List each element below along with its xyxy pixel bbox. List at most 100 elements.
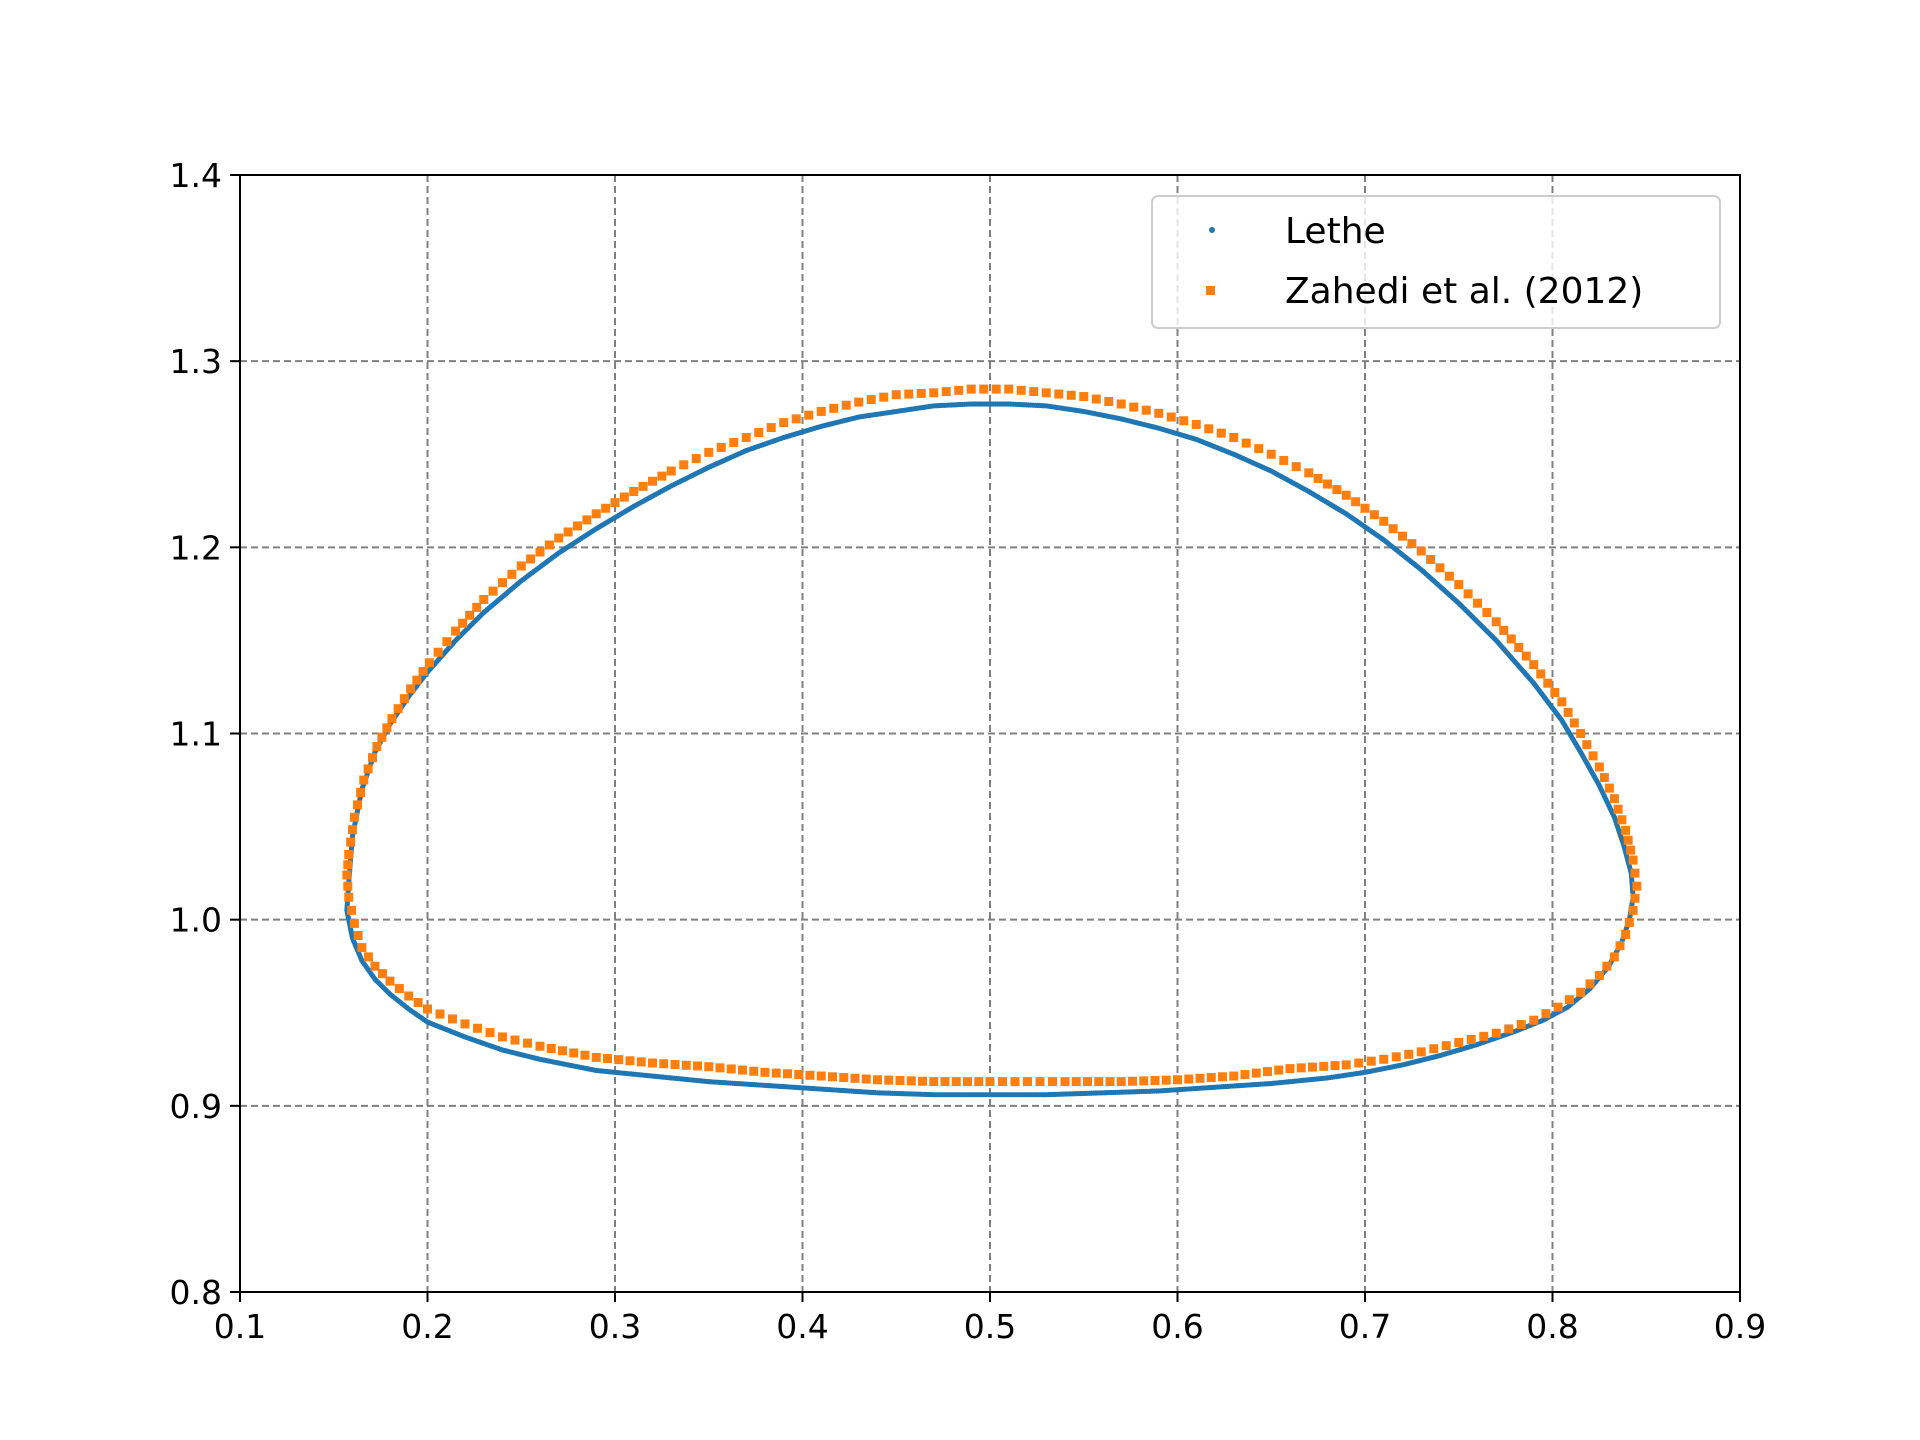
zahedi-point: [1541, 1009, 1551, 1019]
zahedi-point: [1588, 751, 1598, 761]
zahedi-point: [1184, 1074, 1194, 1084]
zahedi-point: [1630, 893, 1640, 903]
zahedi-point: [1632, 881, 1642, 891]
zahedi-point: [1441, 1041, 1451, 1051]
zahedi-point: [580, 1050, 590, 1060]
zahedi-point: [1426, 554, 1436, 564]
zahedi-point: [442, 637, 452, 647]
zahedi-point: [498, 578, 507, 588]
zahedi-point: [693, 1061, 702, 1071]
zahedi-point: [573, 521, 582, 531]
y-tick-label: 0.9: [170, 1087, 222, 1126]
legend-label-lethe: Lethe: [1285, 211, 1386, 252]
series-zahedi: [342, 384, 1642, 1087]
zahedi-point: [804, 410, 814, 420]
zahedi-point: [363, 764, 373, 774]
zahedi-point: [1609, 952, 1619, 962]
zahedi-point: [498, 1032, 507, 1042]
y-tick-label: 1.0: [170, 901, 222, 940]
zahedi-point: [1529, 1015, 1539, 1025]
zahedi-point: [1204, 424, 1214, 434]
zahedi-point: [1529, 660, 1539, 670]
zahedi-point: [850, 1073, 860, 1083]
zahedi-point: [1504, 1024, 1514, 1034]
zahedi-point: [1482, 607, 1492, 617]
zahedi-point: [779, 418, 789, 428]
x-tick-label: 0.6: [1151, 1307, 1203, 1346]
zahedi-point: [1206, 1073, 1216, 1083]
zahedi-point: [794, 1070, 804, 1080]
x-tick-label: 0.2: [401, 1307, 453, 1346]
zahedi-point: [1010, 1077, 1020, 1087]
zahedi-point: [1404, 1049, 1414, 1059]
zahedi-point: [554, 533, 564, 543]
zahedi-point: [523, 1038, 532, 1048]
zahedi-point: [783, 1069, 792, 1079]
zahedi-point: [349, 918, 359, 928]
zahedi-point: [1506, 634, 1516, 644]
zahedi-point: [1514, 642, 1524, 652]
zahedi-point: [387, 714, 397, 724]
legend-label-zahedi: Zahedi et al. (2012): [1285, 271, 1643, 312]
zahedi-point: [1466, 1034, 1476, 1044]
zahedi-point: [1319, 1061, 1329, 1071]
zahedi-point: [726, 1064, 736, 1074]
zahedi-point: [1613, 804, 1623, 814]
zahedi-point: [1154, 408, 1164, 418]
zahedi-point: [704, 1062, 714, 1072]
zahedi-point: [1379, 516, 1389, 526]
zahedi-point: [1626, 845, 1636, 855]
zahedi-point: [1041, 388, 1051, 398]
zahedi-point: [485, 1028, 495, 1038]
zahedi-point: [601, 503, 611, 513]
zahedi-point: [879, 392, 889, 402]
zahedi-point: [393, 704, 403, 714]
zahedi-point: [435, 1009, 445, 1019]
zahedi-point: [353, 930, 363, 940]
zahedi-point: [1463, 589, 1473, 599]
zahedi-point: [1071, 1077, 1081, 1087]
zahedi-point: [679, 460, 689, 470]
zahedi-point: [404, 991, 414, 1001]
zahedi-point: [406, 684, 416, 694]
zahedi-point: [1254, 444, 1264, 454]
zahedi-point: [385, 976, 395, 986]
zahedi-point: [460, 1019, 470, 1029]
zahedi-point: [738, 1065, 747, 1075]
zahedi-point: [465, 610, 475, 620]
zahedi-point: [749, 1066, 759, 1076]
zahedi-point: [1628, 905, 1638, 915]
zahedi-point: [614, 1055, 624, 1065]
zahedi-point: [1379, 1054, 1389, 1064]
zahedi-point: [1585, 979, 1595, 989]
zahedi-point: [771, 1068, 781, 1078]
zahedi-point: [619, 492, 629, 502]
zahedi-point: [1479, 1031, 1489, 1041]
x-tick-label: 0.9: [1714, 1307, 1766, 1346]
zahedi-point: [1628, 855, 1638, 865]
zahedi-point: [1116, 1077, 1126, 1087]
zahedi-point: [412, 675, 422, 685]
zahedi-point: [1550, 688, 1560, 698]
zahedi-point: [368, 753, 377, 763]
zahedi-point: [1141, 405, 1151, 415]
zahedi-point: [638, 481, 648, 491]
zahedi-point: [1630, 868, 1640, 878]
zahedi-point: [691, 454, 701, 464]
zahedi-point: [760, 1067, 770, 1077]
x-axis: 0.1 0.2 0.3 0.4 0.5 0.6 0.7 0.8 0.9: [214, 1292, 1766, 1346]
zahedi-point: [1444, 571, 1454, 581]
zahedi-point: [998, 1077, 1007, 1087]
zahedi-point: [861, 1074, 871, 1084]
zahedi-point: [1623, 835, 1633, 845]
zahedi-point: [648, 1058, 657, 1068]
zahedi-point: [344, 850, 354, 860]
zahedi-point: [766, 423, 776, 433]
zahedi-point: [535, 1041, 545, 1051]
zahedi-point: [1416, 546, 1426, 556]
zahedi-point: [791, 414, 801, 424]
zahedi-point: [394, 984, 404, 994]
zahedi-point: [741, 432, 751, 442]
zahedi-point: [1104, 397, 1114, 407]
zahedi-point: [891, 390, 901, 400]
